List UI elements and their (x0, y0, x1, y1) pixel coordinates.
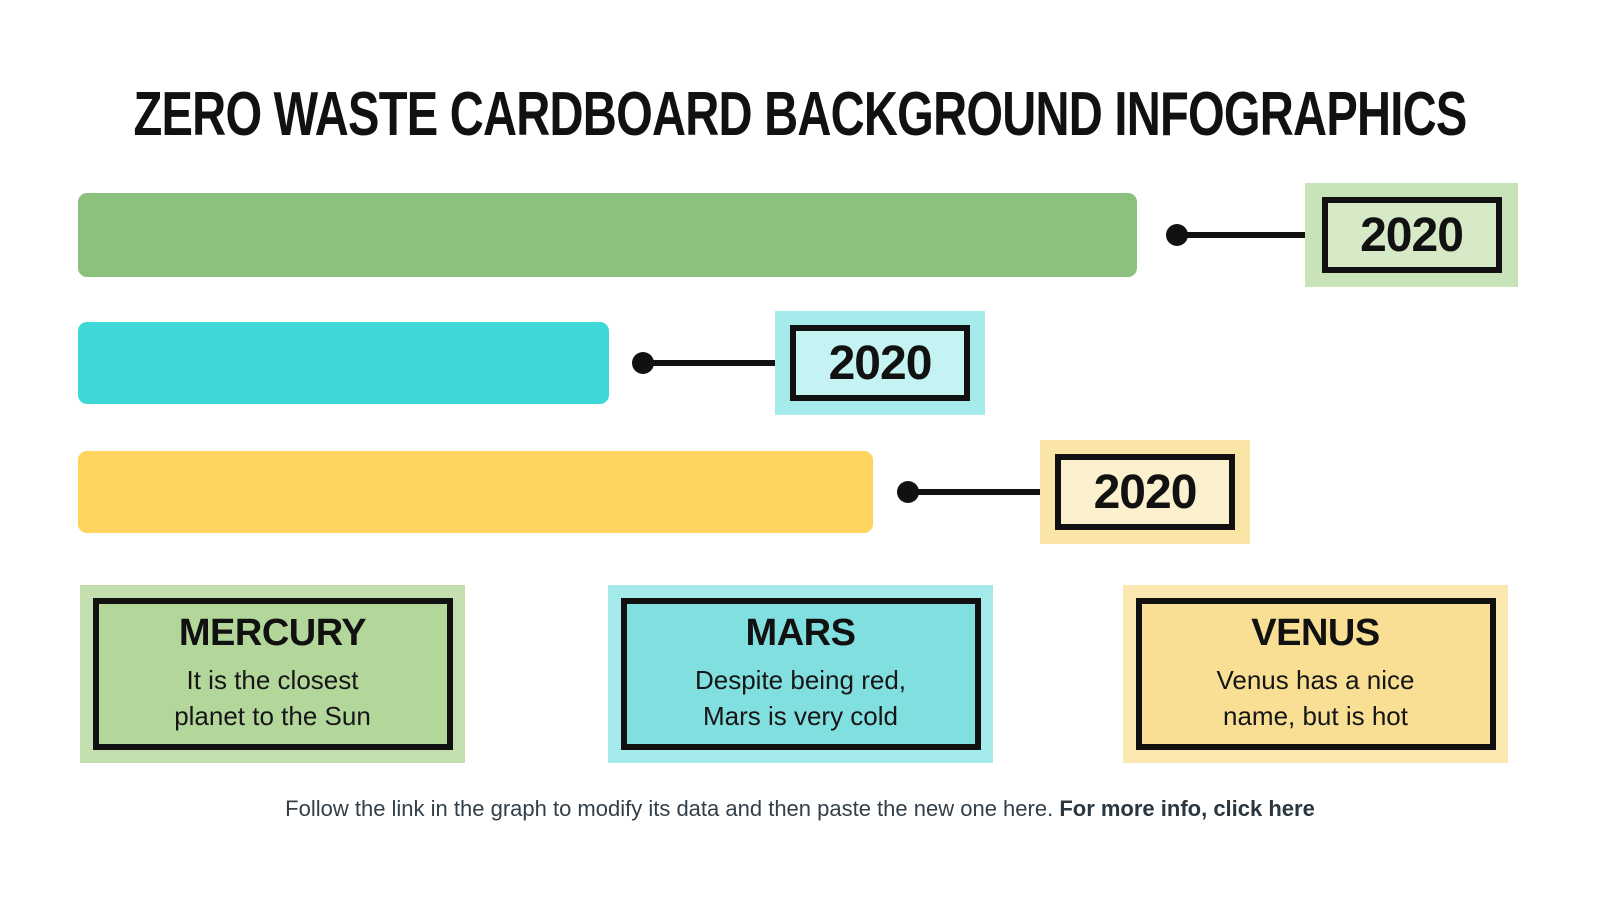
year-tag-halo-mercury: 2020 (1305, 183, 1518, 287)
year-tag-label: 2020 (1360, 208, 1464, 262)
card-title-venus: VENUS (1251, 612, 1380, 655)
card-halo-mercury: MERCURY It is the closest planet to the … (80, 585, 465, 763)
year-tag-mars: 2020 (790, 325, 970, 401)
connector-line (643, 360, 795, 366)
year-tag-mercury: 2020 (1321, 197, 1502, 273)
footer-note: Follow the link in the graph to modify i… (0, 796, 1600, 822)
card-body-mars: Despite being red, Mars is very cold (694, 665, 907, 731)
page-title-text: ZERO WASTE CARDBOARD BACKGROUND INFOGRAP… (133, 79, 1467, 149)
year-tag-label: 2020 (828, 336, 933, 390)
card-halo-venus: VENUS Venus has a nice name, but is hot (1123, 585, 1508, 763)
card-venus: VENUS Venus has a nice name, but is hot (1135, 598, 1496, 750)
footer-text: Follow the link in the graph to modify i… (285, 796, 1060, 821)
card-title-mars: MARS (745, 612, 856, 655)
year-tag-halo-mars: 2020 (775, 311, 985, 415)
footer-link[interactable]: For more info, click here (1059, 796, 1315, 821)
year-tag-halo-venus: 2020 (1040, 440, 1250, 544)
year-tag-venus: 2020 (1055, 454, 1235, 530)
card-mars: MARS Despite being red, Mars is very col… (620, 598, 981, 750)
card-title-mercury: MERCURY (178, 612, 367, 655)
page-title: ZERO WASTE CARDBOARD BACKGROUND INFOGRAP… (0, 78, 1600, 150)
connector-line (1177, 232, 1325, 238)
year-tag-label: 2020 (1093, 465, 1198, 519)
card-body-mercury: It is the closest planet to the Sun (174, 665, 371, 731)
bar-mercury (78, 193, 1137, 277)
bar-mars (78, 322, 609, 404)
bar-venus (78, 451, 873, 533)
card-body-venus: Venus has a nice name, but is hot (1216, 665, 1415, 731)
card-halo-mars: MARS Despite being red, Mars is very col… (608, 585, 993, 763)
connector-line (908, 489, 1060, 495)
card-mercury: MERCURY It is the closest planet to the … (92, 598, 453, 750)
